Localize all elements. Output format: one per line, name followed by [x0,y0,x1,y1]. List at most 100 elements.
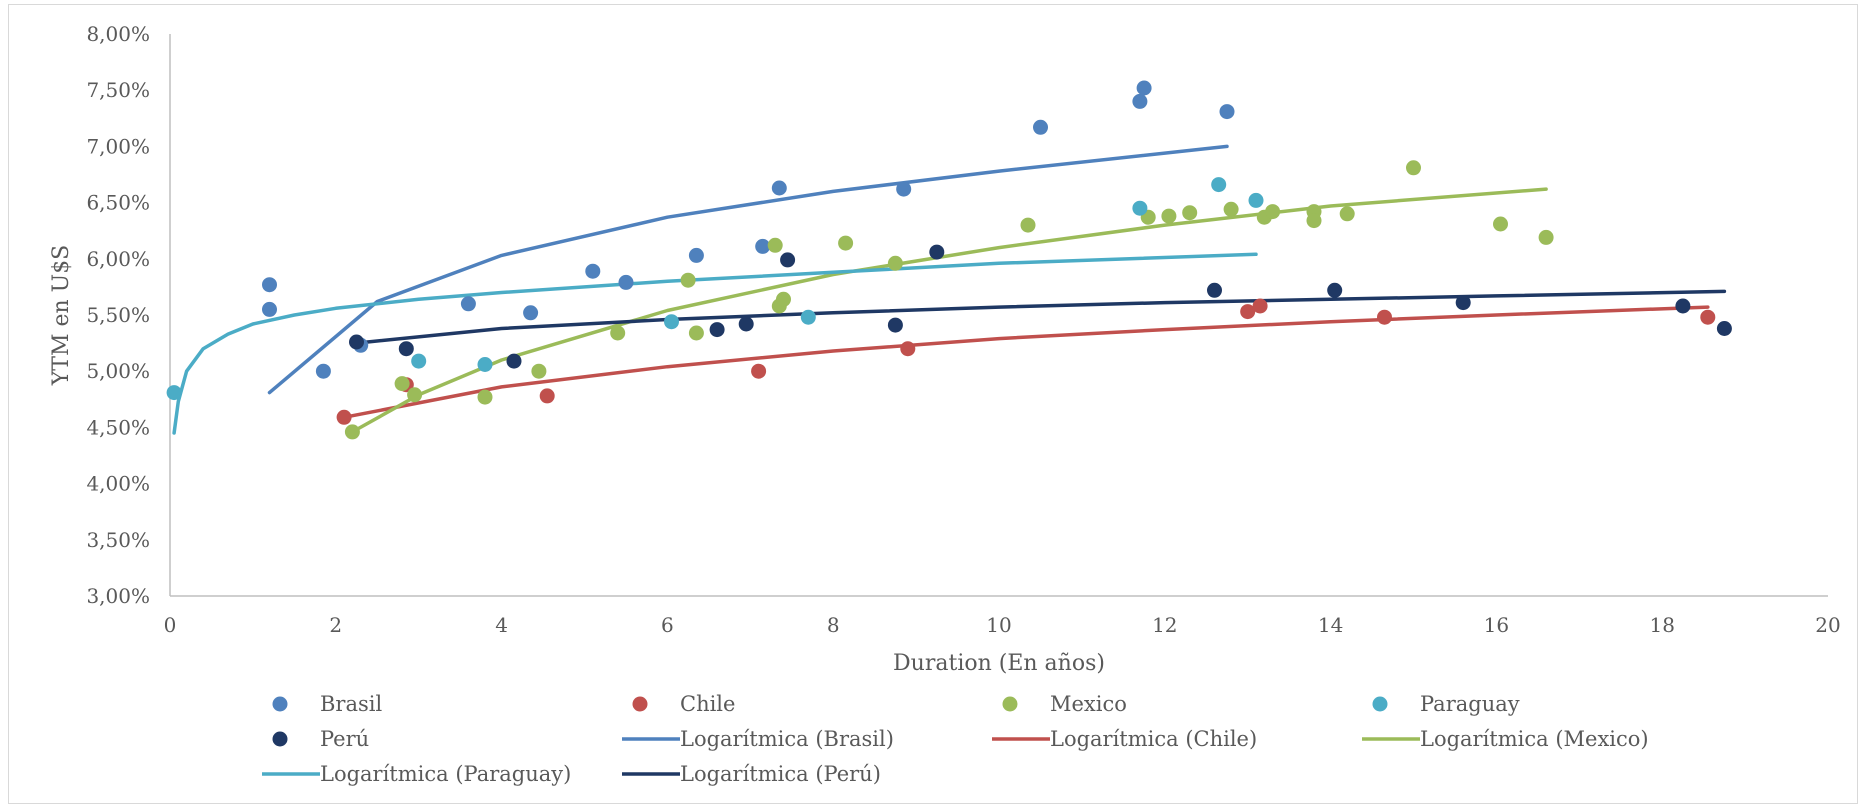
point-paraguay [664,314,679,330]
point-mexico [1182,205,1198,221]
data-points [166,80,1732,440]
x-axis-title: Duration (En años) [893,651,1105,676]
point-mexico [887,255,903,271]
point-brasil [585,263,601,279]
point-chile [751,363,767,379]
legend-item-logaritmica-paraguay: Logarítmica (Paraguay) [262,762,571,786]
y-tick-label: 7,00% [86,134,150,158]
point-mexico [1223,201,1239,217]
legend-label: Perú [320,727,369,751]
x-tick-label: 18 [1649,613,1674,637]
axes [169,34,1828,597]
point-mexico [394,376,410,392]
legend-label: Logarítmica (Paraguay) [320,762,571,786]
point-brasil [315,363,331,379]
point-paraguay [166,385,182,401]
legend-item-paraguay: Paraguay [1372,692,1520,716]
legend-item-logaritmica-peru: Logarítmica (Perú) [622,762,881,786]
point-paraguay [1248,192,1264,208]
y-tick-label: 3,50% [86,528,150,552]
point-brasil [755,238,771,254]
point-paraguay [1211,177,1227,193]
x-tick-labels: 0 2 4 6 8 10 12 14 16 18 20 [164,613,1841,637]
x-tick-label: 2 [329,613,342,637]
point-chile [1700,309,1716,325]
point-brasil [262,277,277,293]
legend-label: Logarítmica (Perú) [680,762,881,786]
point-chile [539,388,555,404]
legend-label: Logarítmica (Mexico) [1420,727,1649,751]
point-mexico [1339,206,1355,222]
point-mexico [767,237,783,253]
legend-label: Mexico [1050,692,1127,716]
point-brasil [688,247,704,263]
point-brasil [1132,93,1148,109]
point-brasil [1033,119,1048,135]
legend-item-brasil: Brasil [272,692,382,716]
y-tick-label: 4,50% [86,415,150,439]
legend-item-mexico: Mexico [1002,692,1127,716]
point-peru [349,334,364,350]
point-peru [1327,282,1343,298]
point-chile [900,341,916,357]
point-brasil [618,274,634,290]
y-tick-label: 5,00% [86,359,150,383]
point-mexico [1406,160,1421,176]
y-tick-label: 6,50% [86,191,150,215]
point-paraguay [800,309,816,325]
point-peru [738,316,754,332]
point-peru [709,322,725,338]
point-mexico [610,325,626,341]
y-tick-label: 5,50% [86,303,150,327]
x-tick-label: 10 [986,613,1011,637]
trendline-logaritmica-peru [354,289,1727,345]
y-tick-label: 7,50% [86,78,150,102]
point-chile [1240,304,1256,320]
trendline-logaritmica-chile [342,305,1710,420]
legend-marker [1372,696,1388,712]
x-tick-label: 0 [164,613,177,637]
x-tick-label: 14 [1318,613,1343,637]
point-paraguay [477,357,493,372]
point-chile [1252,298,1268,314]
point-mexico [1306,213,1322,229]
point-mexico [407,387,423,403]
point-mexico [344,424,360,440]
trendline-logaritmica-brasil [267,144,1229,395]
legend: Brasil Chile Mexico Paraguay Perú Logarítmica… [262,692,1649,786]
x-tick-label: 20 [1815,613,1840,637]
point-brasil [1219,104,1235,120]
point-brasil [262,301,277,317]
point-paraguay [1132,200,1148,216]
point-peru [929,244,945,260]
point-brasil [460,296,476,312]
point-mexico [1265,204,1281,220]
point-peru [780,252,796,268]
point-brasil [523,305,539,321]
legend-item-logaritmica-chile: Logarítmica (Chile) [992,727,1257,751]
legend-label: Chile [680,692,735,716]
legend-item-peru: Perú [272,727,369,751]
x-tick-label: 6 [661,613,674,637]
point-peru [1675,298,1691,314]
point-brasil [771,180,787,196]
legend-marker [272,731,288,747]
legend-marker [632,696,648,712]
x-tick-label: 12 [1152,613,1177,637]
point-chile [1377,309,1392,325]
legend-item-logaritmica-mexico: Logarítmica (Mexico) [1362,727,1649,751]
point-mexico [1493,216,1508,232]
point-mexico [531,363,547,379]
point-mexico [776,291,791,307]
point-peru [398,341,414,357]
point-mexico [1020,217,1036,233]
point-mexico [838,235,854,251]
x-tick-label: 4 [495,613,508,637]
legend-marker [272,696,288,712]
legend-item-chile: Chile [632,692,735,716]
legend-label: Paraguay [1420,692,1520,716]
point-brasil [1136,80,1152,96]
point-chile [336,409,352,425]
point-peru [887,317,903,333]
